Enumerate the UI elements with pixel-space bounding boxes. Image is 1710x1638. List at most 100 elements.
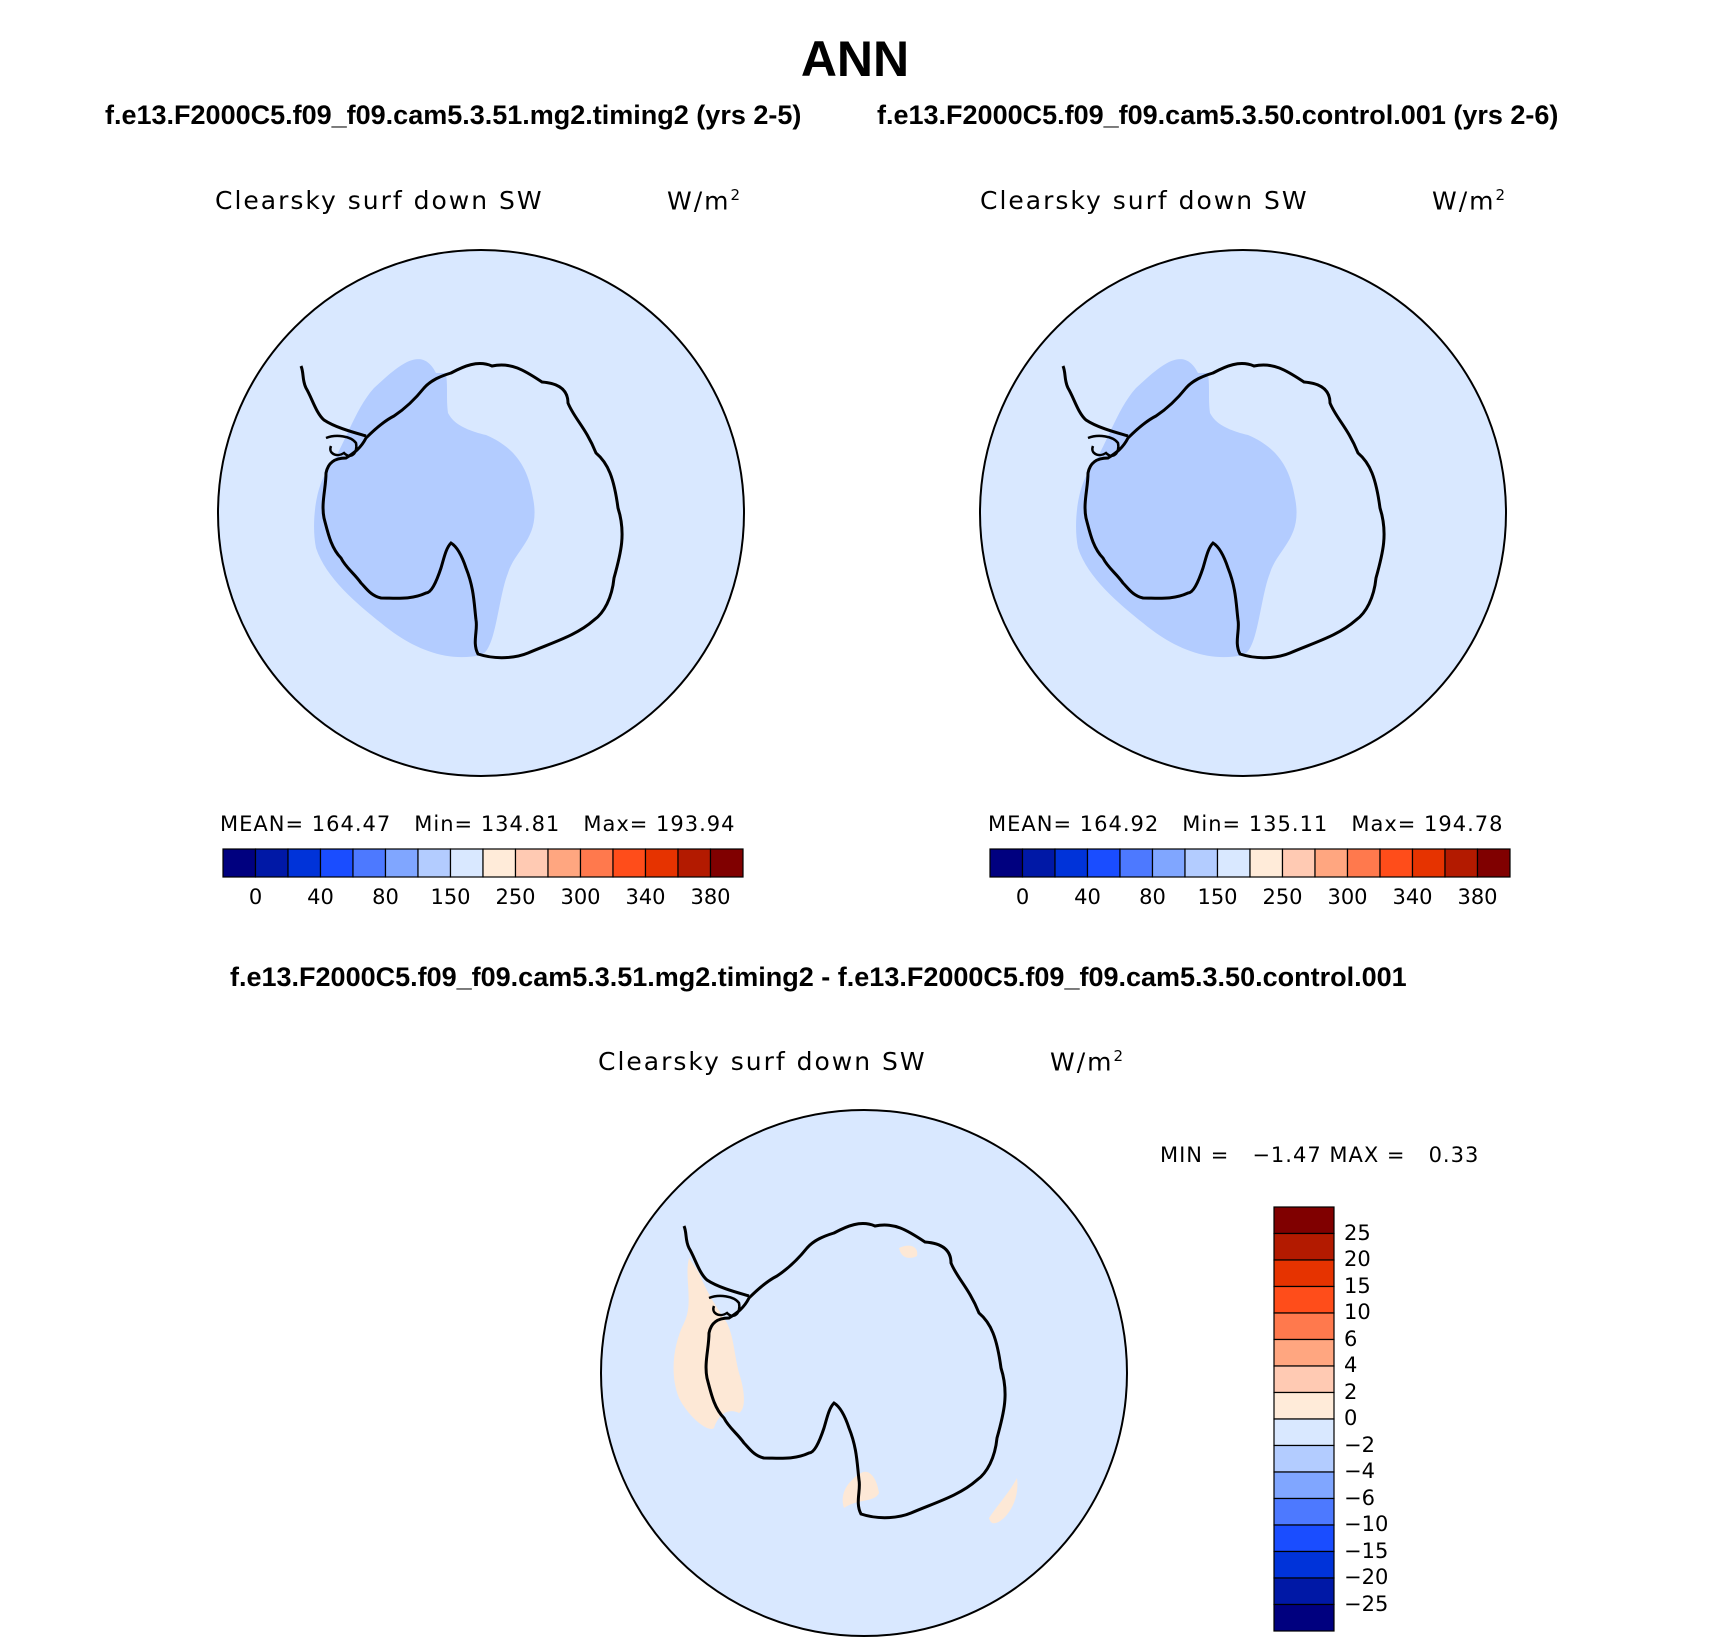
colorbar-tick-label: 10 [1344,1300,1371,1324]
colorbar-swatch [1273,1550,1335,1579]
ice-shelf-detail [325,434,358,458]
diff-map [600,1109,1128,1637]
antarctica-coast [704,1222,1007,1520]
colorbar-swatch [1273,1524,1335,1553]
colorbar-swatch [1273,1391,1335,1420]
diff-title: f.e13.F2000C5.f09_f09.cam5.3.51.mg2.timi… [230,962,1407,992]
ice-shelf-detail [1087,434,1120,458]
colorbar-swatch [1273,1285,1335,1314]
positive-diff-region [718,1347,729,1366]
colorbar-tick-label: 15 [1344,1273,1371,1298]
colorbar-tick-label: 380 [690,885,731,909]
colorbar-tick-label: 250 [1262,885,1303,909]
colorbar-swatch [1216,848,1251,878]
colorbar-tick-label: −2 [1344,1432,1375,1457]
colorbar-swatch [1119,848,1154,878]
colorbar-tick-label: −4 [1344,1459,1375,1483]
colorbar-swatch [1444,848,1479,878]
control-case-title: f.e13.F2000C5.f09_f09.cam5.3.50.control.… [877,100,1559,130]
colorbar-swatch [384,848,419,878]
page-title: ANN [800,31,910,87]
colorbar-tick-label: 300 [560,885,601,909]
colorbar-swatch [1314,848,1349,878]
panel2-colorbar [989,848,1511,878]
colorbar-swatch [709,848,744,878]
colorbar-tick-label: 250 [495,885,536,909]
colorbar-tick-label: 4 [1344,1353,1358,1377]
antarctica-coast [321,362,624,660]
colorbar-swatch [352,848,387,878]
panel1-units: W/m2 [667,186,743,216]
positive-diff-region [989,1478,1018,1524]
colorbar-swatch [1184,848,1219,878]
antarctica-coast [1083,362,1386,660]
colorbar-swatch [1054,848,1089,878]
colorbar-tick-label: 2 [1344,1379,1358,1404]
colorbar-tick-label: 150 [1197,885,1238,909]
test-case-title: f.e13.F2000C5.f09_f09.cam5.3.51.mg2.timi… [105,100,802,130]
ice-shelf-detail [708,1294,741,1318]
colorbar-swatch [1476,848,1511,878]
colorbar-swatch [1273,1471,1335,1500]
panel1-map [217,249,745,777]
peninsula-coast [1061,365,1129,438]
colorbar-swatch [612,848,647,878]
colorbar-swatch [1273,1497,1335,1526]
colorbar-swatch [1273,1232,1335,1261]
colorbar-swatch [1151,848,1186,878]
colorbar-swatch [1411,848,1446,878]
colorbar-tick-label: 300 [1327,885,1368,909]
panel2-stats: MEAN= 164.92 Min= 135.11 Max= 194.78 [988,812,1504,836]
colorbar-swatch [1086,848,1121,878]
colorbar-tick-label: 20 [1344,1247,1371,1271]
colorbar-swatch [1273,1259,1335,1288]
colorbar-tick-label: −6 [1344,1485,1375,1510]
positive-diff-region [842,1471,879,1508]
colorbar-swatch [287,848,322,878]
colorbar-swatch [644,848,679,878]
colorbar-swatch [1249,848,1284,878]
colorbar-swatch [1273,1365,1335,1394]
colorbar-swatch [1273,1338,1335,1367]
colorbar-tick-label: 150 [430,885,471,909]
colorbar-tick-label: −10 [1344,1512,1389,1536]
colorbar-tick-label: 25 [1344,1220,1371,1245]
colorbar-tick-label: 0 [1015,885,1030,909]
colorbar-tick-label: −25 [1344,1591,1389,1616]
positive-diff-region [899,1245,918,1258]
colorbar-tick-label: 80 [372,885,399,909]
peninsula-coast [682,1225,750,1298]
panel2-map [979,249,1507,777]
colorbar-tick-label: 0 [1344,1406,1358,1430]
colorbar-swatch [1379,848,1414,878]
colorbar-swatch [1273,1603,1335,1632]
colorbar-tick-label: −15 [1344,1538,1389,1563]
colorbar-swatch [222,848,257,878]
colorbar-swatch [1346,848,1381,878]
colorbar-tick-label: 380 [1457,885,1498,909]
panel1-stats: MEAN= 164.47 Min= 134.81 Max= 193.94 [220,812,736,836]
colorbar-swatch [514,848,549,878]
colorbar-tick-label: 340 [1392,885,1433,909]
colorbar-swatch [1273,1444,1335,1473]
colorbar-tick-label: 40 [307,885,334,909]
colorbar-swatch [319,848,354,878]
panel1-colorbar [222,848,744,878]
colorbar-swatch [547,848,582,878]
colorbar-tick-label: 40 [1074,885,1101,909]
colorbar-swatch [677,848,712,878]
colorbar-swatch [417,848,452,878]
colorbar-swatch [1273,1418,1335,1447]
colorbar-swatch [1273,1312,1335,1341]
panel2-variable-label: Clearsky surf down SW [980,186,1309,215]
diff-units: W/m2 [1050,1047,1126,1077]
colorbar-swatch [1281,848,1316,878]
colorbar-swatch [1273,1577,1335,1606]
colorbar-swatch [254,848,289,878]
peninsula-coast [299,365,367,438]
panel2-units: W/m2 [1432,186,1508,216]
colorbar-swatch [579,848,614,878]
colorbar-tick-label: 340 [625,885,666,909]
panel1-variable-label: Clearsky surf down SW [215,186,544,215]
colorbar-tick-label: 0 [248,885,263,909]
